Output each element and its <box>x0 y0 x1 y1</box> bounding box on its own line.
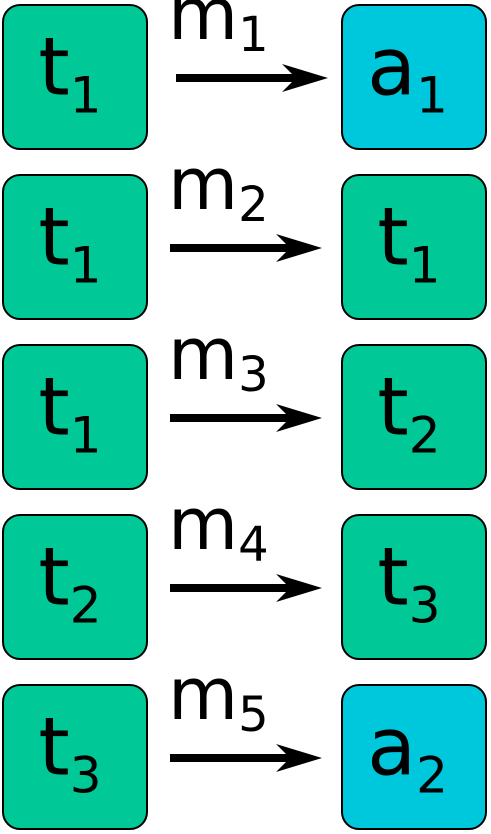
node-subscript: 2 <box>416 746 448 805</box>
target-node: t2 <box>341 344 487 490</box>
source-node: t1 <box>2 174 148 320</box>
edge-label: m4 <box>168 488 269 569</box>
node-letter: t <box>38 20 70 114</box>
source-node: t2 <box>2 514 148 660</box>
target-node: a2 <box>341 684 487 830</box>
arrow-icon <box>170 744 322 772</box>
node-letter: t <box>38 190 70 284</box>
edge-letter: m <box>168 142 239 226</box>
transition-edge: m3 <box>150 318 340 454</box>
node-subscript: 1 <box>69 406 102 465</box>
edge-letter: m <box>168 482 239 566</box>
edge-label: m2 <box>168 148 269 229</box>
transition-edge: m5 <box>150 658 340 794</box>
transition-row: t1 m3 t2 <box>0 318 491 494</box>
edge-label: m3 <box>168 318 269 399</box>
edge-subscript: 3 <box>238 347 269 403</box>
source-node: t1 <box>2 344 148 490</box>
node-subscript: 3 <box>69 746 102 805</box>
arrow-icon <box>170 574 322 602</box>
node-subscript: 2 <box>408 406 441 465</box>
transition-edge: m2 <box>150 148 340 284</box>
node-subscript: 1 <box>408 236 441 295</box>
transition-row: t3 m5 a2 <box>0 658 491 834</box>
edge-subscript: 2 <box>238 177 269 233</box>
transition-row: t1 m2 t1 <box>0 148 491 324</box>
node-letter: t <box>377 360 409 454</box>
edge-subscript: 1 <box>238 7 269 63</box>
node-letter: t <box>377 530 409 624</box>
node-subscript: 1 <box>416 66 448 125</box>
edge-letter: m <box>168 652 239 736</box>
arrow-icon <box>176 64 328 92</box>
target-node: t3 <box>341 514 487 660</box>
source-node: t1 <box>2 4 148 150</box>
arrow-icon <box>170 404 322 432</box>
transition-row: t2 m4 t3 <box>0 488 491 664</box>
edge-subscript: 5 <box>238 687 269 743</box>
transition-edge: m4 <box>150 488 340 624</box>
node-letter: t <box>38 700 70 794</box>
node-letter: t <box>38 360 70 454</box>
node-subscript: 1 <box>69 66 102 125</box>
arrow-icon <box>170 234 322 262</box>
edge-label: m5 <box>168 658 269 739</box>
node-subscript: 2 <box>69 576 102 635</box>
target-node: a1 <box>341 4 487 150</box>
node-subscript: 1 <box>69 236 102 295</box>
node-subscript: 3 <box>408 576 441 635</box>
node-letter: t <box>377 190 409 284</box>
target-node: t1 <box>341 174 487 320</box>
edge-letter: m <box>168 0 239 56</box>
node-letter: t <box>38 530 70 624</box>
edge-subscript: 4 <box>238 517 269 573</box>
edge-label: m1 <box>168 0 269 59</box>
source-node: t3 <box>2 684 148 830</box>
node-letter: a <box>367 20 417 114</box>
transition-edge: m1 <box>150 0 340 114</box>
node-letter: a <box>367 700 417 794</box>
edge-letter: m <box>168 312 239 396</box>
transition-row: t1 m1 a1 <box>0 0 491 154</box>
